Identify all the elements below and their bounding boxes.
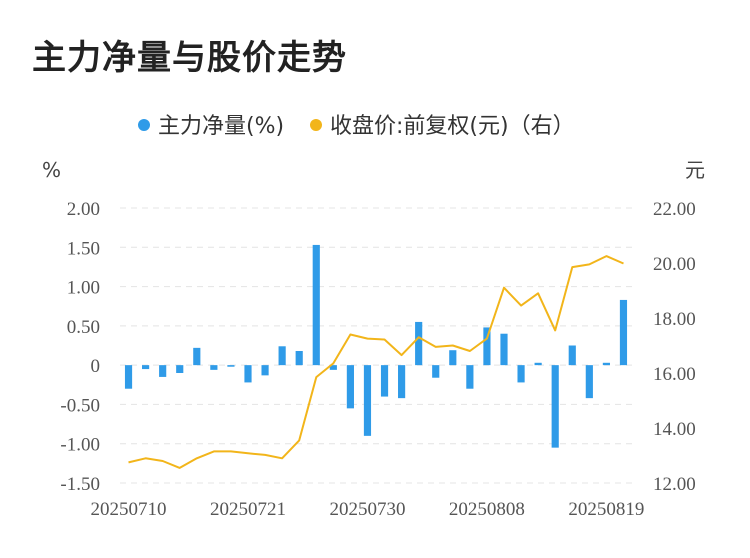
left-tick-label: 1.50 (67, 238, 100, 259)
bar (193, 347, 201, 366)
bar (363, 365, 372, 436)
bar (142, 365, 150, 370)
left-tick-label: -1.00 (60, 435, 100, 456)
bar (295, 351, 303, 366)
x-tick-label: 20250808 (449, 499, 525, 520)
line-series (128, 255, 624, 469)
bar (619, 299, 628, 366)
x-axis-ticks: 20250710 20250721 20250730 20250808 20250819 (91, 499, 645, 520)
x-tick-label: 20250721 (210, 499, 286, 520)
bar (346, 365, 354, 409)
bar (329, 365, 337, 370)
left-tick-label: -0.50 (60, 395, 100, 416)
legend: 主力净量(%) 收盘价:前复权(元)（右） (138, 114, 575, 139)
bar (312, 244, 320, 366)
left-axis-unit: % (42, 158, 61, 182)
right-tick-label: 12.00 (653, 474, 696, 495)
bar (124, 365, 133, 389)
bar (278, 346, 286, 366)
bar (449, 350, 457, 366)
left-tick-label: -1.50 (60, 474, 100, 495)
bar (261, 365, 269, 376)
bar (534, 362, 542, 366)
bar (551, 365, 559, 448)
bar (415, 321, 423, 366)
right-axis-ticks: 22.00 20.00 18.00 16.00 14.00 12.00 (653, 199, 696, 495)
bar (585, 365, 593, 399)
right-axis-unit: 元 (685, 158, 705, 182)
bar (517, 365, 525, 383)
legend-line-marker (310, 119, 322, 131)
x-tick-label: 20250819 (568, 499, 644, 520)
legend-bar-marker (138, 119, 150, 131)
bar (159, 365, 167, 377)
right-tick-label: 16.00 (653, 364, 696, 385)
bar (568, 345, 576, 366)
legend-line-label: 收盘价:前复权(元)（右） (330, 114, 575, 139)
bar (466, 365, 474, 389)
bar (380, 365, 389, 397)
bar (432, 365, 440, 378)
right-tick-label: 22.00 (653, 199, 696, 220)
bar (398, 365, 406, 399)
bar-series (124, 244, 628, 448)
page-title: 主力净量与股价走势 (32, 38, 347, 78)
bar (500, 333, 508, 366)
x-tick-label: 20250710 (91, 499, 167, 520)
gridlines (120, 207, 632, 484)
right-tick-label: 14.00 (653, 419, 696, 440)
left-tick-label: 1.00 (67, 278, 100, 299)
bar (602, 362, 610, 366)
left-tick-label: 0.50 (67, 317, 100, 338)
right-tick-label: 20.00 (653, 254, 696, 275)
right-tick-label: 18.00 (653, 309, 696, 330)
left-tick-label: 2.00 (67, 199, 100, 220)
legend-bar-label: 主力净量(%) (158, 114, 284, 139)
bar (483, 327, 491, 366)
bar (244, 365, 252, 383)
close-price-line (128, 255, 624, 469)
left-tick-label: 0 (91, 356, 101, 377)
bar (210, 365, 218, 370)
bar (176, 365, 184, 373)
x-tick-label: 20250730 (329, 499, 405, 520)
left-axis-ticks: 2.00 1.50 1.00 0.50 0 -0.50 -1.00 -1.50 (60, 199, 100, 495)
bar (227, 365, 235, 367)
